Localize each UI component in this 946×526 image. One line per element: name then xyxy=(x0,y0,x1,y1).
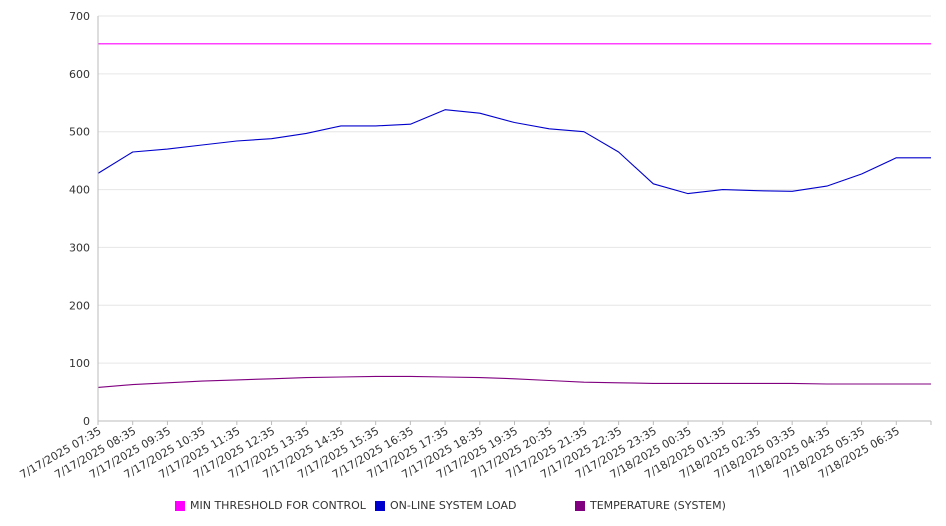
y-tick-label: 0 xyxy=(83,415,90,428)
y-tick-label: 500 xyxy=(69,126,90,139)
series-line-1 xyxy=(97,109,931,195)
series-lines xyxy=(97,43,931,388)
y-tick-label: 700 xyxy=(69,10,90,23)
legend-label: MIN THRESHOLD FOR CONTROL xyxy=(190,499,366,512)
legend-swatch xyxy=(375,500,385,511)
legend-swatch xyxy=(575,500,585,511)
gridlines xyxy=(98,15,931,364)
y-tick-label: 100 xyxy=(69,357,90,370)
x-axis-tick-labels: 7/17/2025 07:357/17/2025 08:357/17/2025 … xyxy=(18,424,902,481)
legend: MIN THRESHOLD FOR CONTROL ON-LINE SYSTEM… xyxy=(0,497,946,517)
legend-item-min-threshold[interactable]: MIN THRESHOLD FOR CONTROL xyxy=(175,499,366,512)
legend-item-online-system-load[interactable]: ON-LINE SYSTEM LOAD xyxy=(375,499,516,512)
legend-item-temperature-system[interactable]: TEMPERATURE (SYSTEM) xyxy=(575,499,726,512)
y-axis-tick-labels: 0 100 200 300 400 500 600 700 xyxy=(69,10,90,428)
y-tick-label: 600 xyxy=(69,68,90,81)
y-tick-label: 300 xyxy=(69,241,90,254)
y-tick-label: 400 xyxy=(69,184,90,197)
legend-swatch xyxy=(175,500,185,511)
legend-label: ON-LINE SYSTEM LOAD xyxy=(390,499,517,512)
axes xyxy=(97,16,932,425)
series-line-2 xyxy=(97,375,931,388)
legend-label: TEMPERATURE (SYSTEM) xyxy=(590,499,726,512)
y-tick-label: 200 xyxy=(69,299,90,312)
line-chart: 0 100 200 300 400 500 600 700 7/17/2025 07:357/… xyxy=(18,10,932,481)
